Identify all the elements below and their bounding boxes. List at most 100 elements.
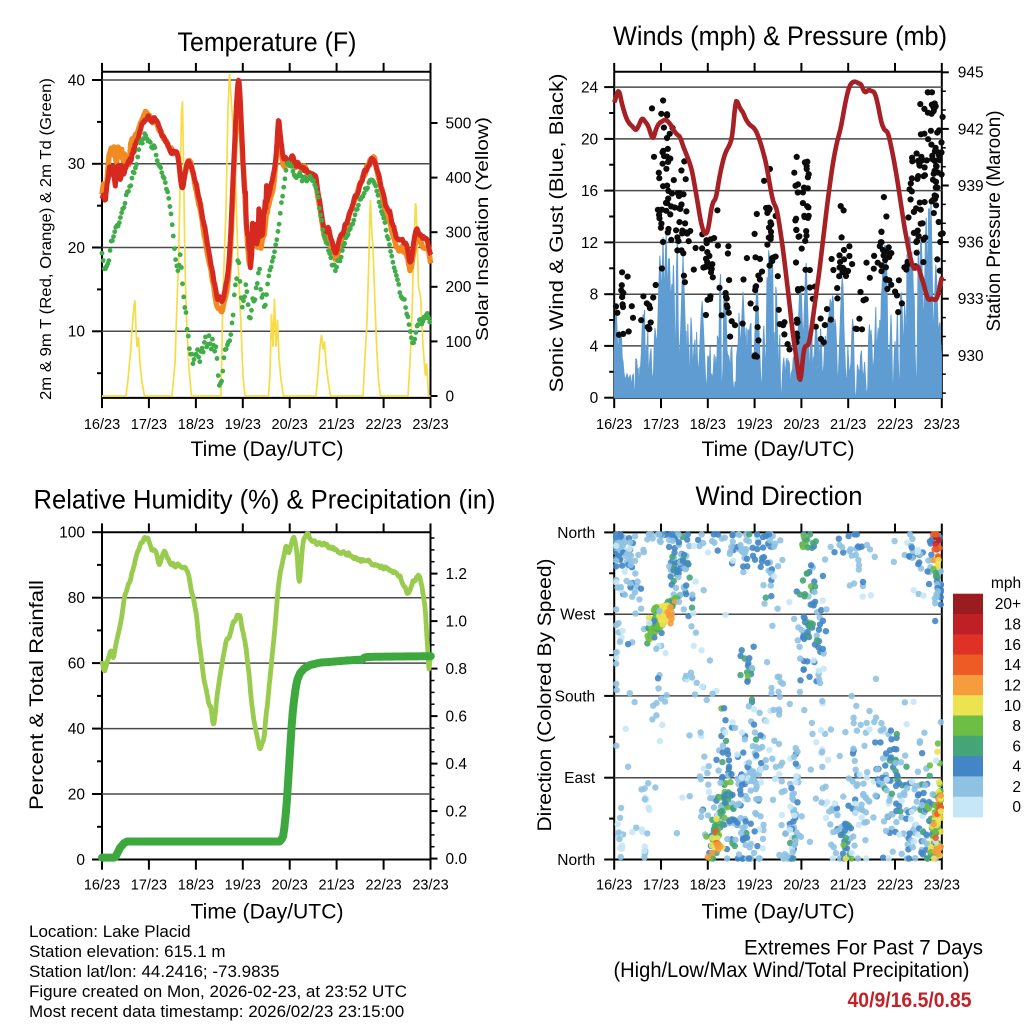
svg-text:21/23: 21/23 [318,417,354,433]
svg-text:0.6: 0.6 [446,709,468,726]
svg-text:Time (Day/UTC): Time (Day/UTC) [191,438,344,461]
svg-text:40/9/16.5/0.85: 40/9/16.5/0.85 [848,988,972,1012]
svg-text:30: 30 [68,156,86,173]
svg-text:4: 4 [590,338,599,355]
svg-text:16/23: 16/23 [84,417,120,433]
svg-text:Time (Day/UTC): Time (Day/UTC) [702,438,855,461]
svg-text:Solar Insolation (Yellow): Solar Insolation (Yellow) [472,117,492,341]
svg-text:4: 4 [1012,759,1021,776]
svg-text:22/23: 22/23 [877,878,913,894]
svg-text:20/23: 20/23 [272,878,308,894]
svg-text:0: 0 [590,390,599,407]
svg-text:16/23: 16/23 [596,417,632,433]
svg-text:Time (Day/UTC): Time (Day/UTC) [702,901,855,924]
svg-text:17/23: 17/23 [643,878,679,894]
svg-text:300: 300 [446,225,472,242]
svg-text:400: 400 [446,170,472,187]
svg-text:8: 8 [1012,718,1021,735]
svg-text:500: 500 [446,115,472,132]
svg-text:16/23: 16/23 [84,878,120,894]
svg-text:20/23: 20/23 [783,878,819,894]
svg-text:Most recent data timestamp: 20: Most recent data timestamp: 2026/02/23 2… [29,1002,404,1021]
svg-text:South: South [555,688,596,705]
svg-text:21/23: 21/23 [830,417,866,433]
svg-text:Time (Day/UTC): Time (Day/UTC) [191,901,344,924]
svg-text:17/23: 17/23 [643,417,679,433]
svg-text:930: 930 [958,348,984,365]
svg-text:20: 20 [68,240,86,257]
svg-text:21/23: 21/23 [830,878,866,894]
svg-text:16: 16 [581,183,598,200]
svg-text:17/23: 17/23 [131,417,167,433]
svg-text:23/23: 23/23 [924,878,960,894]
svg-text:22/23: 22/23 [365,417,401,433]
svg-text:19/23: 19/23 [736,878,772,894]
svg-text:12: 12 [1004,678,1021,695]
svg-text:Winds (mph) & Pressure (mb): Winds (mph) & Pressure (mb) [613,21,947,51]
svg-text:6: 6 [1012,738,1021,755]
svg-text:West: West [560,607,596,624]
svg-text:18/23: 18/23 [178,878,214,894]
svg-text:18/23: 18/23 [178,417,214,433]
svg-text:2m & 9m T (Red, Orange) & 2m T: 2m & 9m T (Red, Orange) & 2m Td (Green) [38,78,55,400]
svg-text:20/23: 20/23 [272,417,308,433]
svg-text:200: 200 [446,279,472,296]
svg-text:Sonic Wind & Gust (Blue, Black: Sonic Wind & Gust (Blue, Black) [546,74,568,393]
svg-text:14: 14 [1004,657,1022,674]
svg-text:942: 942 [958,121,984,138]
svg-text:Extremes For Past 7 Days: Extremes For Past 7 Days [744,936,983,960]
svg-text:20: 20 [581,131,599,148]
svg-text:0: 0 [76,852,85,869]
svg-text:Wind Direction: Wind Direction [696,481,863,511]
svg-text:17/23: 17/23 [131,878,167,894]
svg-text:Temperature (F): Temperature (F) [178,27,357,57]
svg-text:Direction (Colored By Speed): Direction (Colored By Speed) [534,559,556,832]
svg-text:Station Pressure (Maroon): Station Pressure (Maroon) [983,111,1005,332]
svg-text:North: North [557,525,595,542]
svg-text:2: 2 [1012,779,1021,796]
svg-text:10: 10 [1004,698,1022,715]
svg-text:16: 16 [1004,637,1021,654]
svg-text:Relative Humidity (%) & Precip: Relative Humidity (%) & Precipitation (i… [34,485,496,515]
svg-text:1.0: 1.0 [446,614,468,631]
svg-text:40: 40 [68,721,86,738]
svg-text:23/23: 23/23 [412,878,448,894]
svg-text:Location: Lake Placid: Location: Lake Placid [29,922,191,941]
svg-text:8: 8 [590,287,599,304]
svg-text:Figure created on Mon, 2026-02: Figure created on Mon, 2026-02-23, at 23… [29,982,407,1001]
svg-text:100: 100 [59,525,85,542]
svg-text:0.4: 0.4 [446,756,468,773]
svg-text:21/23: 21/23 [318,878,354,894]
svg-text:19/23: 19/23 [736,417,772,433]
svg-text:0: 0 [446,388,455,405]
svg-text:0.0: 0.0 [446,851,468,868]
svg-text:North: North [557,852,595,869]
svg-text:939: 939 [958,178,984,195]
svg-text:Station lat/lon: 44.2416; -73.: Station lat/lon: 44.2416; -73.9835 [29,962,279,981]
svg-text:20: 20 [68,786,86,803]
svg-text:20+: 20+ [995,596,1021,613]
svg-text:22/23: 22/23 [365,878,401,894]
svg-text:18/23: 18/23 [690,417,726,433]
svg-text:40: 40 [68,72,86,89]
svg-text:(High/Low/Max Wind/Total Preci: (High/Low/Max Wind/Total Precipitation) [614,958,970,982]
svg-text:22/23: 22/23 [877,417,913,433]
svg-text:20/23: 20/23 [783,417,819,433]
svg-text:Station elevation: 615.1 m: Station elevation: 615.1 m [29,942,226,961]
svg-text:945: 945 [958,65,984,82]
svg-text:0.8: 0.8 [446,661,468,678]
svg-text:18/23: 18/23 [690,878,726,894]
svg-text:Percent & Total Rainfall: Percent & Total Rainfall [26,580,48,810]
svg-text:19/23: 19/23 [225,417,261,433]
svg-text:23/23: 23/23 [412,417,448,433]
svg-text:23/23: 23/23 [924,417,960,433]
svg-text:24: 24 [581,80,599,97]
svg-text:10: 10 [68,324,86,341]
svg-text:mph: mph [991,575,1021,592]
svg-text:18: 18 [1004,617,1021,634]
svg-text:80: 80 [68,590,86,607]
svg-text:936: 936 [958,235,984,252]
svg-text:100: 100 [446,334,472,351]
svg-text:1.2: 1.2 [446,566,468,583]
svg-text:19/23: 19/23 [225,878,261,894]
